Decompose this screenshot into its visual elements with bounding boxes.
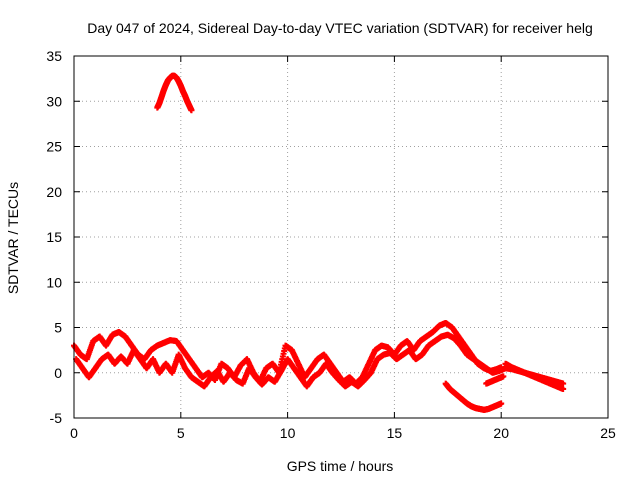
chart-title: Day 047 of 2024, Sidereal Day-to-day VTE… <box>87 20 593 36</box>
x-tick-label: 5 <box>177 425 185 441</box>
y-tick-label: 25 <box>46 139 62 155</box>
y-tick-label: -5 <box>50 410 63 426</box>
y-tick-label: 15 <box>46 229 62 245</box>
data-points <box>71 72 567 413</box>
y-tick-label: 20 <box>46 184 62 200</box>
x-axis-label: GPS time / hours <box>287 458 394 474</box>
data-point <box>560 386 567 393</box>
data-point <box>188 107 195 114</box>
y-tick-label: 35 <box>46 48 62 64</box>
y-axis-label: SDTVAR / TECUs <box>5 182 21 294</box>
y-tick-label: 30 <box>46 93 62 109</box>
y-tick-label: 0 <box>54 365 62 381</box>
y-tick-labels: -5 0 5 10 15 20 25 30 35 <box>46 48 62 426</box>
y-tick-label: 10 <box>46 274 62 290</box>
x-tick-label: 25 <box>600 425 616 441</box>
data-point <box>560 380 567 387</box>
x-tick-label: 10 <box>280 425 296 441</box>
x-tick-label: 20 <box>493 425 509 441</box>
x-tick-label: 15 <box>387 425 403 441</box>
x-tick-label: 0 <box>70 425 78 441</box>
y-tick-label: 5 <box>54 320 62 336</box>
axis-ticks <box>73 55 609 419</box>
data-point <box>500 373 507 380</box>
x-tick-labels: 0 5 10 15 20 25 <box>70 425 616 441</box>
data-point <box>498 400 505 407</box>
